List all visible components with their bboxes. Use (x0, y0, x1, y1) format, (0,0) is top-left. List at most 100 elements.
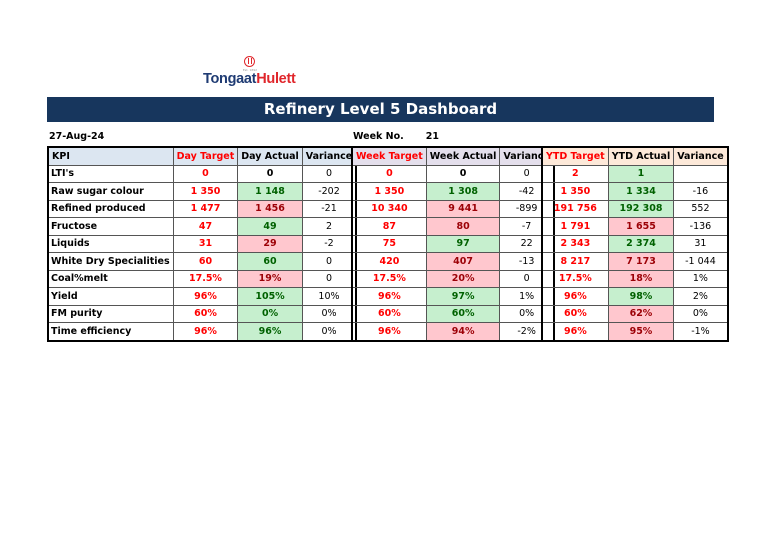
actual-value: 62% (607, 304, 675, 323)
header-day-actual: Day Actual (237, 146, 303, 166)
target-value: 2 343 (541, 234, 609, 253)
week-number-label: Week No. (353, 131, 404, 142)
table-row: 8 217 7 173 -1 044 (541, 252, 729, 271)
target-value: 1 791 (541, 217, 609, 236)
variance-value: -202 (301, 182, 357, 201)
actual-value: 19% (237, 269, 303, 288)
week-number-value: 21 (425, 131, 439, 142)
actual-value: 0% (237, 304, 303, 323)
target-value: 420 (351, 252, 427, 271)
target-value: 60% (351, 304, 427, 323)
table-row: 96% 95% -1% (541, 322, 729, 341)
target-value: 47 (172, 217, 239, 236)
actual-value: 1 334 (607, 182, 675, 201)
header-ytd-actual: YTD Actual (607, 146, 675, 166)
actual-value: 0 (237, 164, 303, 183)
table-row: White Dry Specialities 60 60 0 (47, 252, 357, 271)
variance-value: 31 (673, 234, 729, 253)
actual-value: 1 456 (237, 199, 303, 218)
week-number: Week No. 21 (353, 131, 439, 142)
target-value: 31 (172, 234, 239, 253)
variance-value: 0% (673, 304, 729, 323)
variance-value: 0 (301, 164, 357, 183)
actual-value: 98% (607, 287, 675, 306)
table-row: Liquids 31 29 -2 (47, 234, 357, 253)
table-row: 2 343 2 374 31 (541, 234, 729, 253)
target-value: 96% (351, 322, 427, 341)
company-logo: Est. 1892 TongaatHulett (200, 56, 300, 90)
logo-tagline: Est. 1892 (242, 68, 258, 72)
target-value: 0 (172, 164, 239, 183)
table-row: 96% 97% 1% (351, 287, 555, 306)
header-week-variance: Variance (499, 146, 555, 166)
target-value: 96% (172, 287, 239, 306)
header-day-target: Day Target (172, 146, 239, 166)
table-row: 420 407 -13 (351, 252, 555, 271)
table-row: 1 350 1 334 -16 (541, 182, 729, 201)
variance-value: 552 (673, 199, 729, 218)
actual-value: 105% (237, 287, 303, 306)
kpi-label: Yield (47, 287, 174, 306)
table-row: 96% 98% 2% (541, 287, 729, 306)
table-row: 1 791 1 655 -136 (541, 217, 729, 236)
variance-value (673, 164, 729, 183)
actual-value: 29 (237, 234, 303, 253)
table-row: 1 350 1 308 -42 (351, 182, 555, 201)
kpi-label: Refined produced (47, 199, 174, 218)
actual-value: 20% (425, 269, 501, 288)
kpi-label: Liquids (47, 234, 174, 253)
logo-wordmark: TongaatHulett (203, 71, 296, 87)
variance-value: 0 (301, 269, 357, 288)
actual-value: 95% (607, 322, 675, 341)
target-value: 1 350 (172, 182, 239, 201)
variance-value: -1% (673, 322, 729, 341)
target-value: 75 (351, 234, 427, 253)
target-value: 10 340 (351, 199, 427, 218)
kpi-label: Fructose (47, 217, 174, 236)
table-row: Time efficiency 96% 96% 0% (47, 322, 357, 341)
actual-value: 18% (607, 269, 675, 288)
table-row: 96% 94% -2% (351, 322, 555, 341)
variance-value: 2% (673, 287, 729, 306)
header-kpi: KPI (47, 146, 174, 166)
kpi-label: Raw sugar colour (47, 182, 174, 201)
kpi-label: Coal%melt (47, 269, 174, 288)
logo-emblem-icon (244, 56, 255, 67)
variance-value: -1 044 (673, 252, 729, 271)
table-row: 191 756 192 308 552 (541, 199, 729, 218)
target-value: 87 (351, 217, 427, 236)
actual-value: 192 308 (607, 199, 675, 218)
variance-value: 0% (301, 304, 357, 323)
actual-value: 407 (425, 252, 501, 271)
target-value: 17.5% (172, 269, 239, 288)
target-value: 96% (541, 322, 609, 341)
table-row: 10 340 9 441 -899 (351, 199, 555, 218)
header-ytd-variance: Variance (673, 146, 729, 166)
target-value: 17.5% (351, 269, 427, 288)
variance-value: -2 (301, 234, 357, 253)
actual-value: 1 (607, 164, 675, 183)
actual-value: 9 441 (425, 199, 501, 218)
table-row: 60% 60% 0% (351, 304, 555, 323)
target-value: 60 (172, 252, 239, 271)
target-value: 96% (172, 322, 239, 341)
variance-value: 10% (301, 287, 357, 306)
table-row: LTI's 0 0 0 (47, 164, 357, 183)
variance-value: -21 (301, 199, 357, 218)
target-value: 1 477 (172, 199, 239, 218)
actual-value: 96% (237, 322, 303, 341)
table-row: Refined produced 1 477 1 456 -21 (47, 199, 357, 218)
header-week-actual: Week Actual (425, 146, 501, 166)
actual-value: 1 148 (237, 182, 303, 201)
target-value: 17.5% (541, 269, 609, 288)
target-value: 96% (541, 287, 609, 306)
actual-value: 1 655 (607, 217, 675, 236)
variance-value: 1% (673, 269, 729, 288)
header-ytd-target: YTD Target (541, 146, 609, 166)
target-value: 60% (541, 304, 609, 323)
target-value: 8 217 (541, 252, 609, 271)
kpi-label: FM purity (47, 304, 174, 323)
target-value: 96% (351, 287, 427, 306)
